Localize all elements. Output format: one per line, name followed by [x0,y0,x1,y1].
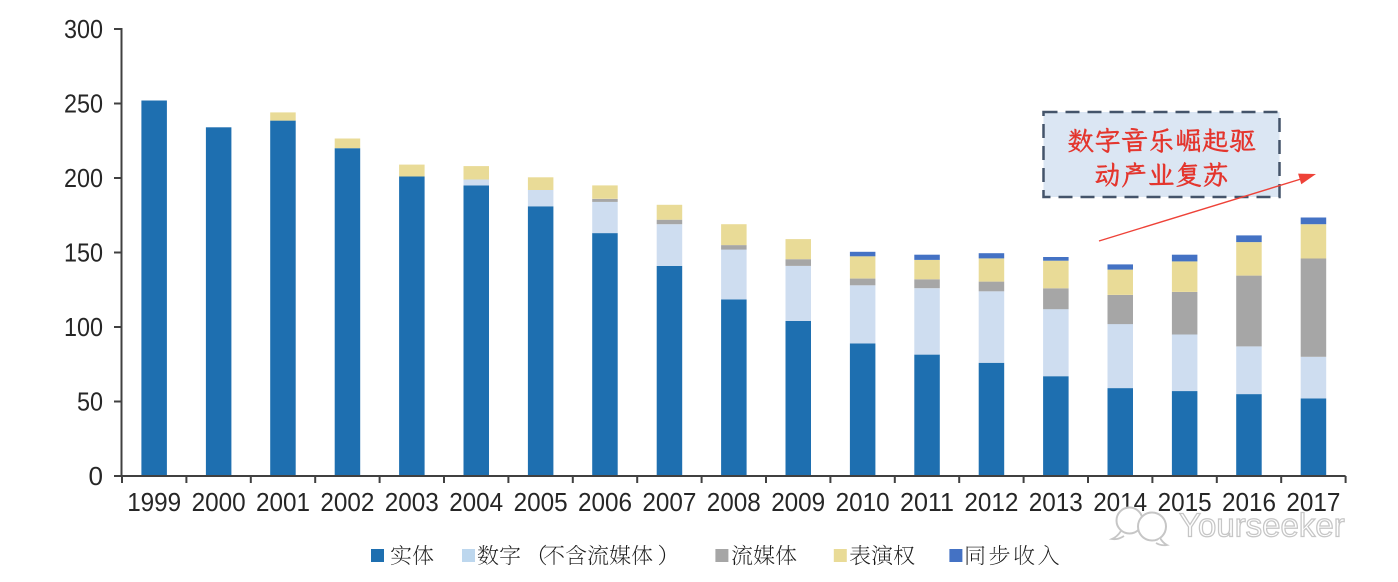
svg-text:2007: 2007 [642,487,696,517]
svg-text:2011: 2011 [900,487,954,517]
svg-text:50: 50 [77,387,103,417]
svg-text:200: 200 [64,163,103,193]
svg-text:2010: 2010 [836,487,890,517]
svg-text:2016: 2016 [1222,487,1276,517]
svg-text:2013: 2013 [1029,487,1083,517]
svg-text:100: 100 [64,312,103,342]
svg-text:2009: 2009 [771,487,825,517]
svg-text:2001: 2001 [256,487,310,517]
svg-text:2000: 2000 [192,487,246,517]
svg-text:250: 250 [64,89,103,119]
svg-text:2002: 2002 [320,487,374,517]
svg-text:150: 150 [64,238,103,268]
svg-text:300: 300 [64,14,103,44]
svg-text:2008: 2008 [707,487,761,517]
svg-text:2012: 2012 [964,487,1018,517]
svg-text:2005: 2005 [514,487,568,517]
svg-text:2004: 2004 [449,487,503,517]
svg-text:1999: 1999 [127,487,181,517]
svg-text:Yourseeker: Yourseeker [1179,507,1345,544]
svg-text:2015: 2015 [1158,487,1212,517]
svg-text:2003: 2003 [385,487,439,517]
svg-text:2006: 2006 [578,487,632,517]
svg-text:0: 0 [89,461,104,491]
svg-text:2017: 2017 [1286,487,1340,517]
